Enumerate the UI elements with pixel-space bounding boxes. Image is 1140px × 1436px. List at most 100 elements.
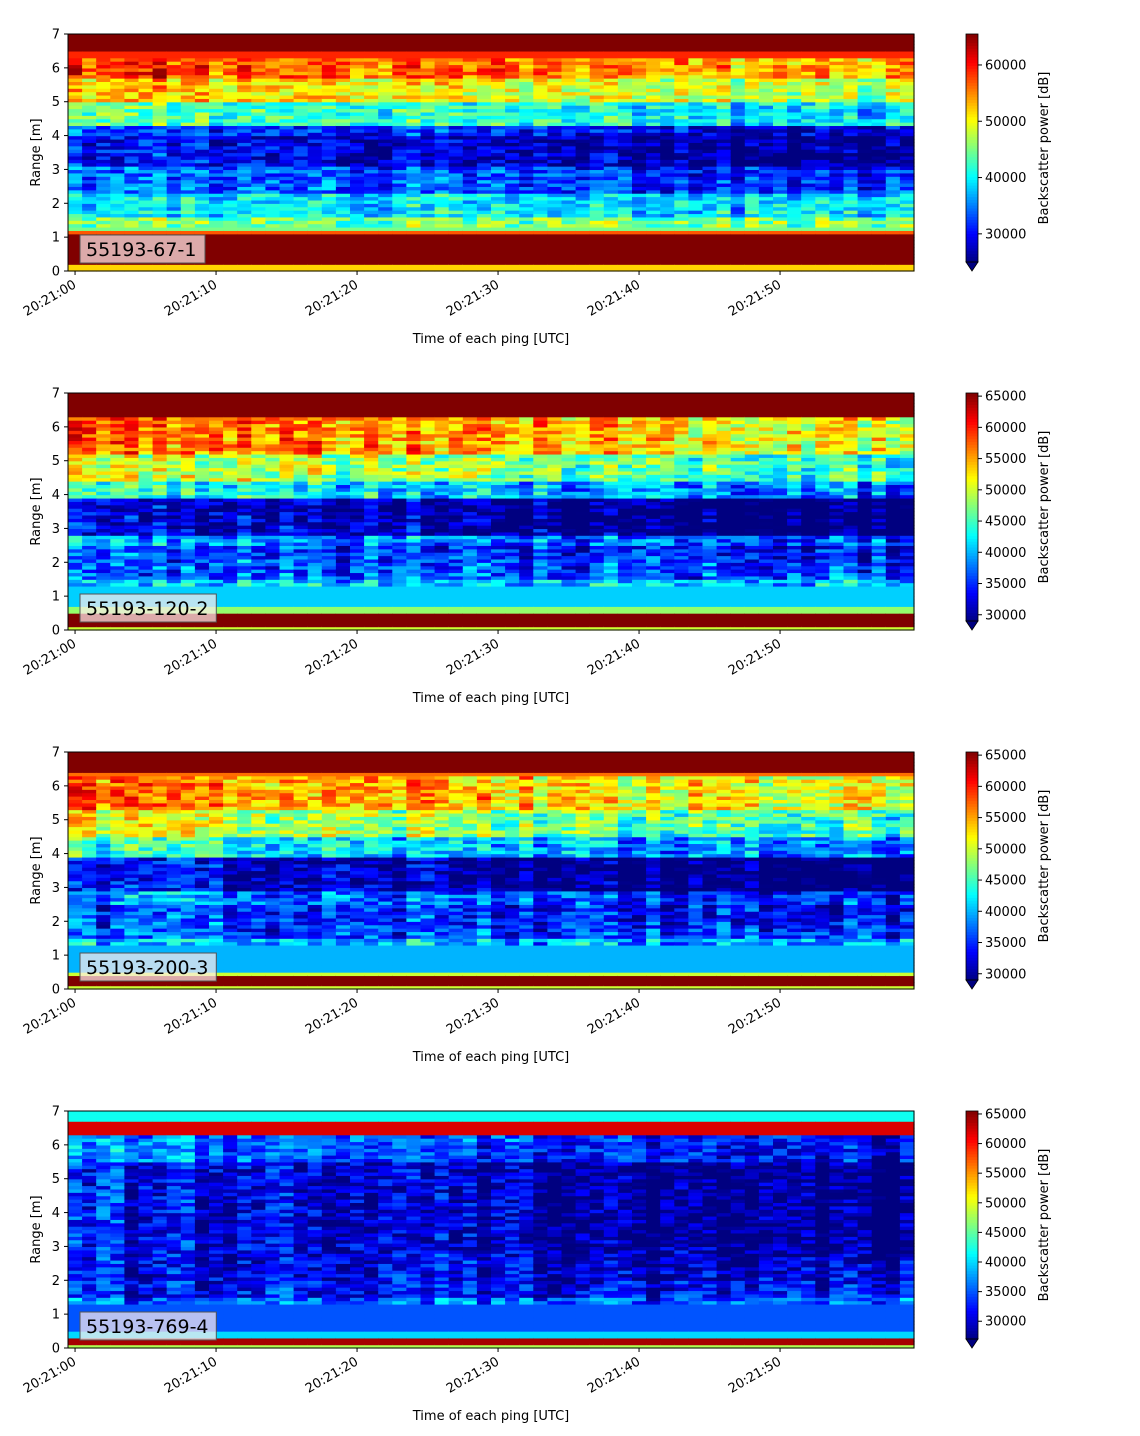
y-tick-label: 4 — [52, 847, 60, 862]
x-axis-label: Time of each ping [UTC] — [412, 691, 570, 706]
colorbar-extend-arrow — [965, 979, 979, 990]
y-tick-label: 1 — [52, 231, 60, 246]
colorbar-extend-arrow — [965, 261, 979, 272]
axes-frame — [67, 1110, 915, 1349]
colorbar: 30000 35000 40000 45000 50000 55000 60000 65000… — [965, 390, 1052, 631]
colorbar-tick-label: 60000 — [985, 58, 1026, 73]
colorbar: 30000 40000 50000 60000 Backscatter power [d… — [965, 33, 1052, 272]
colorbar-tick-label: 40000 — [985, 1256, 1026, 1271]
x-tick-label: 20:21:30 — [444, 277, 502, 319]
panel-label-text: 55193-67-1 — [86, 239, 196, 261]
colorbar-tick-label: 35000 — [985, 577, 1026, 592]
colorbar-tick-label: 65000 — [985, 749, 1026, 764]
panel-label-box — [79, 234, 206, 264]
colorbar-tick-label: 50000 — [985, 115, 1026, 130]
y-tick-label: 2 — [52, 556, 60, 571]
x-tick-label: 20:21:30 — [444, 995, 502, 1037]
panel-label: 55193-67-1 — [79, 234, 206, 264]
colorbar-tick-label: 40000 — [985, 546, 1026, 561]
colorbar-label: Backscatter power [dB] — [1037, 431, 1052, 584]
panel-label-text: 55193-120-2 — [86, 598, 209, 620]
colorbar-tick-label: 35000 — [985, 936, 1026, 951]
heatmap-image — [68, 393, 915, 631]
colorbar-tick-label: 55000 — [985, 811, 1026, 826]
x-tick-label: 20:21:40 — [585, 995, 643, 1037]
colorbar-tick-label: 60000 — [985, 421, 1026, 436]
colorbar-tick-label: 30000 — [985, 1315, 1026, 1330]
y-tick-label: 4 — [52, 1206, 60, 1221]
panel-4: 0 1 2 3 4 5 6 7 20:21:00 20:21:10 20:21:20 20:21:30… — [21, 1105, 1052, 1425]
y-tick-label: 2 — [52, 1274, 60, 1289]
colorbar-tick-label: 45000 — [985, 515, 1026, 530]
panel-label: 55193-120-2 — [79, 593, 217, 623]
y-tick-label: 4 — [52, 488, 60, 503]
colorbar-tick-label: 65000 — [985, 390, 1026, 405]
x-tick-label: 20:21:20 — [303, 636, 361, 678]
x-tick-label: 20:21:00 — [21, 1354, 79, 1396]
colorbar-tick-label: 30000 — [985, 967, 1026, 982]
y-tick-label: 7 — [52, 746, 60, 761]
y-tick-label: 6 — [52, 779, 60, 794]
y-axis-label: Range [m] — [29, 1195, 44, 1263]
y-tick-label: 5 — [52, 813, 60, 828]
y-tick-label: 3 — [52, 1240, 60, 1255]
y-tick-label: 3 — [52, 163, 60, 178]
x-tick-label: 20:21:40 — [585, 636, 643, 678]
x-tick-label: 20:21:50 — [726, 995, 784, 1037]
y-tick-label: 6 — [52, 1138, 60, 1153]
colorbar-tick-label: 45000 — [985, 1226, 1026, 1241]
x-tick-label: 20:21:50 — [726, 1354, 784, 1396]
x-tick-label: 20:21:20 — [303, 277, 361, 319]
x-tick-label: 20:21:10 — [162, 995, 220, 1037]
panel-label-box — [79, 1311, 217, 1341]
colorbar-frame — [965, 1110, 979, 1340]
axes-frame — [67, 33, 915, 272]
panel-label-box — [79, 952, 217, 982]
y-tick-label: 1 — [52, 949, 60, 964]
colorbar: 30000 35000 40000 45000 50000 55000 60000 65000… — [965, 749, 1052, 990]
panel-label: 55193-200-3 — [79, 952, 217, 982]
colorbar-label: Backscatter power [dB] — [1037, 1149, 1052, 1302]
colorbar-tick-label: 55000 — [985, 452, 1026, 467]
colorbar-label: Backscatter power [dB] — [1037, 790, 1052, 943]
x-tick-label: 20:21:10 — [162, 636, 220, 678]
x-tick-label: 20:21:10 — [162, 1354, 220, 1396]
colorbar-extend-arrow — [965, 620, 979, 631]
y-axis-label: Range [m] — [29, 836, 44, 904]
y-tick-label: 1 — [52, 1308, 60, 1323]
axes-frame — [67, 392, 915, 631]
y-tick-label: 2 — [52, 915, 60, 930]
colorbar-tick-label: 35000 — [985, 1285, 1026, 1300]
colorbar-tick-label: 50000 — [985, 1196, 1026, 1211]
y-tick-label: 0 — [52, 983, 60, 998]
colorbar-frame — [965, 33, 979, 263]
panel-label: 55193-769-4 — [79, 1311, 217, 1341]
y-tick-label: 5 — [52, 454, 60, 469]
x-tick-label: 20:21:50 — [726, 277, 784, 319]
x-tick-label: 20:21:00 — [21, 995, 79, 1037]
y-tick-label: 1 — [52, 590, 60, 605]
y-tick-label: 7 — [52, 28, 60, 43]
x-axis-label: Time of each ping [UTC] — [412, 332, 570, 347]
heatmap-image — [68, 34, 915, 272]
y-tick-label: 5 — [52, 95, 60, 110]
x-axis-label: Time of each ping [UTC] — [412, 1409, 570, 1424]
panel-label-box — [79, 593, 217, 623]
colorbar-tick-label: 40000 — [985, 171, 1026, 186]
colorbar-tick-label: 45000 — [985, 874, 1026, 889]
x-tick-label: 20:21:20 — [303, 1354, 361, 1396]
y-tick-label: 4 — [52, 129, 60, 144]
y-tick-label: 3 — [52, 881, 60, 896]
heatmap-image — [68, 752, 915, 990]
y-axis-label: Range [m] — [29, 118, 44, 186]
x-tick-label: 20:21:30 — [444, 636, 502, 678]
axes-frame — [67, 751, 915, 990]
x-tick-label: 20:21:00 — [21, 636, 79, 678]
x-tick-label: 20:21:20 — [303, 995, 361, 1037]
panel-2: 0 1 2 3 4 5 6 7 20:21:00 20:21:10 20:21:20 20:21:30… — [21, 387, 1052, 707]
colorbar-tick-label: 50000 — [985, 842, 1026, 857]
y-tick-label: 5 — [52, 1172, 60, 1187]
y-tick-label: 0 — [52, 1342, 60, 1357]
colorbar-tick-label: 60000 — [985, 780, 1026, 795]
